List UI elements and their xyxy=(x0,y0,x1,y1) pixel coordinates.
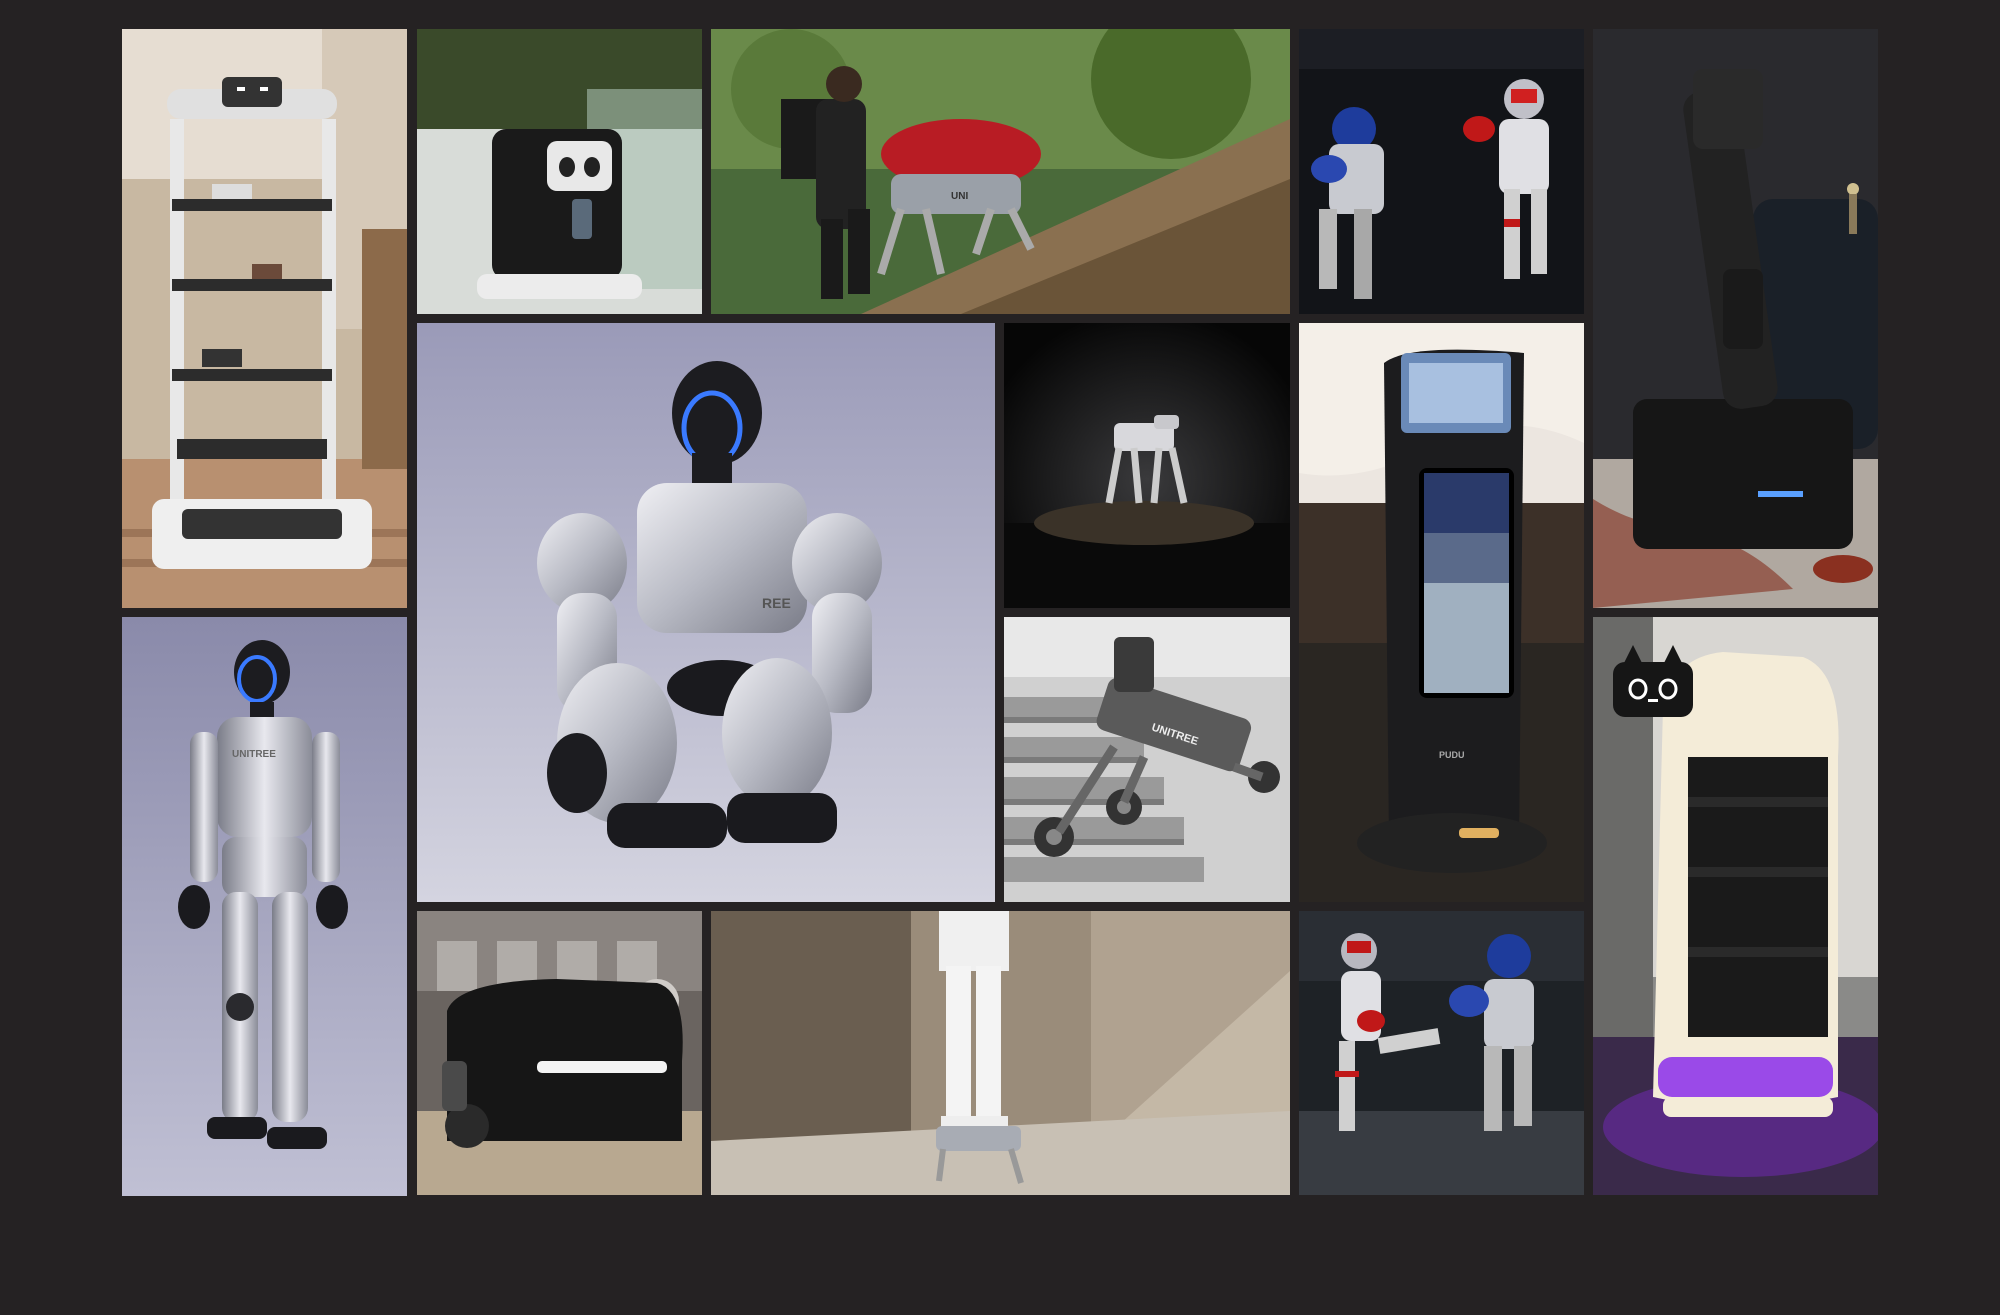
robot-brand-mark-tile-8: PUDU xyxy=(1439,750,1465,760)
robot-brand-mark-tile-10: UNITREE xyxy=(232,749,276,760)
photo-hiker-with-quadruped-robot[interactable]: UNI xyxy=(711,29,1290,314)
photo-cube-robot-corridor[interactable] xyxy=(417,29,702,314)
photo-standing-humanoid-robot[interactable]: UNITREE xyxy=(122,617,407,1196)
photo-robot-arm-black-base[interactable] xyxy=(1593,29,1878,608)
photo-black-wheeled-robot-sand[interactable] xyxy=(417,911,702,1195)
photo-humanoid-robots-boxing[interactable] xyxy=(1299,29,1584,314)
robot-brand-mark-tile-6: REE xyxy=(762,595,791,611)
photo-kneeling-humanoid-robot[interactable]: REE xyxy=(417,323,995,902)
photo-quadruped-on-rock-dark[interactable] xyxy=(1004,323,1290,608)
robot-brand-mark-tile-3: UNI xyxy=(951,191,968,202)
photo-delivery-robot-restaurant[interactable] xyxy=(122,29,407,608)
photo-humanoid-robots-kickboxing[interactable] xyxy=(1299,911,1584,1195)
photo-wheeled-quadruped-stairs[interactable]: UNITREE xyxy=(1004,617,1290,902)
photo-person-on-quadruped-canyon[interactable] xyxy=(711,911,1290,1195)
photo-cat-face-delivery-robot[interactable] xyxy=(1593,617,1878,1195)
photo-kiosk-robot-screen[interactable]: PUDU xyxy=(1299,323,1584,902)
